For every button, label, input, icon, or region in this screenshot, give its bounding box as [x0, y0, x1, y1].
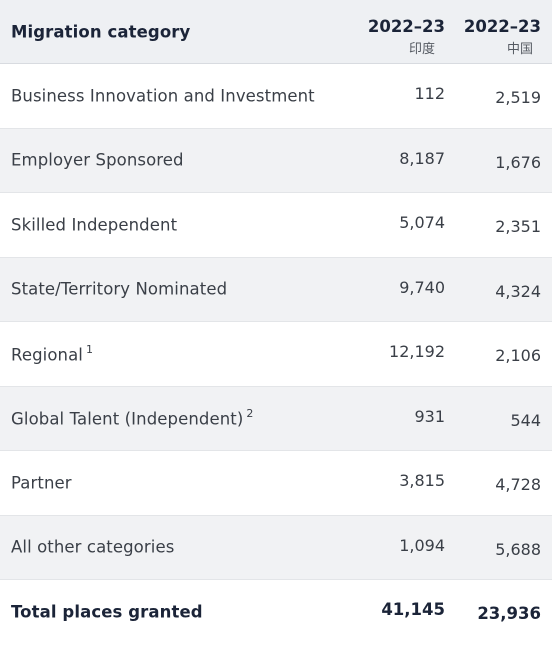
category-label: Regional	[11, 345, 83, 364]
china-value: 2,519	[495, 88, 541, 107]
india-value: 9,740	[399, 277, 445, 297]
india-value: 3,815	[399, 471, 445, 490]
total-label: Total places granted	[11, 602, 203, 622]
china-value: 544	[510, 410, 541, 430]
india-value: 931	[414, 406, 445, 426]
header-india-column: 2022–23 印度	[368, 17, 445, 57]
table-row: Skilled Independent 5,074 2,351	[0, 193, 552, 258]
table-row: Business Innovation and Investment 112 2…	[0, 64, 552, 129]
total-row: Total places granted 41,145 23,936	[0, 580, 552, 645]
category-label: All other categories	[11, 537, 175, 557]
table-row: Global Talent (Independent) 2 931 544	[0, 386, 552, 451]
china-value: 2,106	[495, 346, 541, 365]
category-label: State/Territory Nominated	[11, 279, 228, 299]
table-row: Partner 3,815 4,728	[0, 451, 552, 516]
row-category: Global Talent (Independent) 2	[11, 407, 254, 429]
category-label: Employer Sponsored	[11, 150, 184, 170]
india-value: 1,094	[399, 535, 445, 555]
china-value: 4,728	[495, 475, 541, 494]
row-category: Business Innovation and Investment	[11, 86, 315, 105]
category-label: Global Talent (Independent)	[11, 409, 244, 429]
category-label: Business Innovation and Investment	[11, 86, 315, 106]
row-category: State/Territory Nominated	[11, 280, 227, 299]
category-label: Partner	[11, 473, 72, 493]
row-category: All other categories	[11, 538, 174, 557]
china-value: 1,676	[495, 152, 541, 172]
row-category: Employer Sponsored	[11, 151, 184, 170]
row-category: Skilled Independent	[11, 215, 177, 234]
header-category: Migration category	[11, 22, 191, 41]
china-total: 23,936	[477, 604, 541, 623]
china-value: 5,688	[495, 539, 541, 559]
row-category: Partner	[11, 473, 72, 492]
table-row: Employer Sponsored 8,187 1,676	[0, 128, 552, 193]
india-total: 41,145	[381, 600, 445, 619]
table-row: All other categories 1,094 5,688	[0, 515, 552, 580]
india-value: 8,187	[399, 148, 445, 168]
china-value: 4,324	[495, 281, 541, 301]
china-value: 2,351	[495, 217, 541, 236]
india-value: 12,192	[389, 342, 445, 361]
table-row: Regional 1 12,192 2,106	[0, 322, 552, 387]
table-row: State/Territory Nominated 9,740 4,324	[0, 257, 552, 322]
table-header: Migration category 2022–23 印度 2022–23 中国	[0, 0, 552, 64]
header-china-column: 2022–23 中国	[464, 17, 541, 57]
header-china-year: 2022–23	[463, 17, 541, 36]
row-category: Regional 1	[11, 342, 94, 365]
header-china-label: 中国	[506, 42, 533, 57]
footnote-marker: 1	[85, 342, 94, 356]
footnote-marker: 2	[246, 407, 254, 420]
india-value: 5,074	[399, 213, 445, 232]
india-value: 112	[414, 84, 445, 103]
header-india-label: 印度	[408, 42, 435, 57]
header-india-year: 2022–23	[367, 17, 445, 36]
category-label: Skilled Independent	[11, 215, 178, 235]
